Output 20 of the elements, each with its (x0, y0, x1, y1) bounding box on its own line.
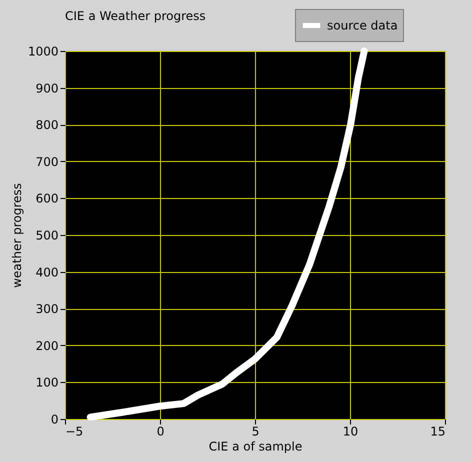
y-tick-label: 300 (36, 302, 58, 316)
y-tick-label: 800 (36, 118, 58, 132)
y-tick-label: 900 (36, 81, 58, 96)
y-tick-label: 700 (36, 154, 58, 169)
x-tick-label: 5 (252, 424, 260, 438)
x-axis-title: CIE a of sample (208, 440, 302, 454)
y-tick-label: 0 (50, 412, 58, 426)
x-tick-label: 15 (430, 424, 446, 438)
y-tick-label: 500 (36, 228, 58, 242)
y-tick-label: 100 (36, 376, 58, 390)
x-tick-label: −5 (66, 424, 84, 438)
y-axis-title: weather progress (10, 183, 24, 288)
y-tick-label: 400 (36, 265, 58, 280)
y-tick-label: 1000 (28, 44, 58, 58)
y-tick-label: 600 (36, 192, 58, 206)
x-tick-label: 10 (342, 424, 358, 438)
chart-title: CIE a Weather progress (65, 9, 206, 23)
y-tick-label: 200 (36, 338, 58, 353)
legend-label: source data (327, 18, 398, 32)
x-tick-label: 0 (156, 424, 164, 438)
